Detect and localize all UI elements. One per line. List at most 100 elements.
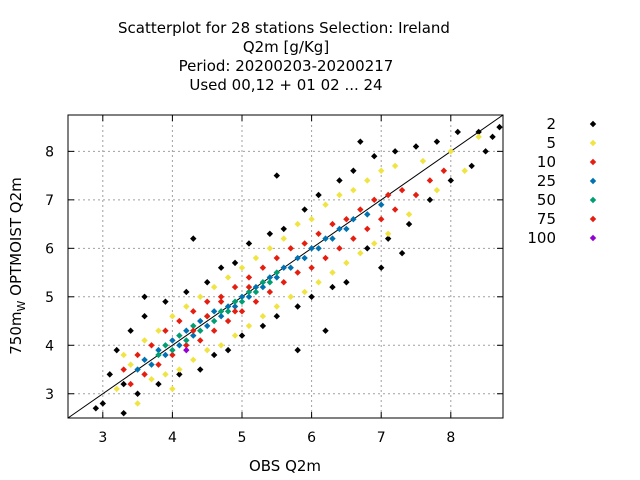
data-point <box>391 206 399 213</box>
data-point <box>371 153 378 160</box>
data-point <box>155 380 162 388</box>
legend-label: 2 <box>546 115 556 133</box>
data-point <box>224 346 232 354</box>
data-point <box>294 303 301 310</box>
data-point <box>183 346 190 354</box>
data-point <box>468 162 475 170</box>
data-point <box>419 157 427 165</box>
legend-label: 10 <box>537 153 556 171</box>
data-point <box>197 366 204 373</box>
data-point <box>259 322 267 330</box>
data-point <box>176 342 183 349</box>
y-tick-label: 7 <box>45 193 54 209</box>
data-point <box>259 264 267 271</box>
data-point <box>148 376 155 383</box>
series-100 <box>183 346 190 354</box>
data-point <box>155 327 162 334</box>
legend-marker <box>589 120 597 128</box>
data-point <box>245 240 253 247</box>
data-point <box>141 356 148 364</box>
x-axis-ticks: 3 4 5 6 7 8 <box>98 115 455 446</box>
data-point <box>190 322 197 330</box>
data-point <box>426 177 434 184</box>
y-axis-label-sub: W <box>15 301 28 312</box>
data-point <box>294 220 301 228</box>
data-point <box>315 230 322 237</box>
legend-marker <box>589 177 597 185</box>
data-point <box>322 235 329 242</box>
data-point <box>224 303 232 310</box>
data-point <box>231 283 239 291</box>
data-point <box>252 254 260 262</box>
data-point <box>141 312 148 320</box>
legend-label: 5 <box>546 134 556 152</box>
title-line-1: Scatterplot for 28 stations Selection: I… <box>118 19 450 37</box>
data-point <box>378 201 385 208</box>
data-point <box>155 346 162 354</box>
data-point <box>266 279 274 286</box>
data-point <box>134 390 141 397</box>
data-point <box>210 308 218 315</box>
data-point <box>210 351 218 359</box>
data-point <box>315 279 322 286</box>
data-point <box>343 225 350 233</box>
data-point <box>134 366 141 373</box>
data-point <box>231 308 239 315</box>
data-point <box>343 216 350 223</box>
data-point <box>273 274 280 281</box>
data-point <box>398 186 406 194</box>
data-point <box>336 191 343 199</box>
x-tick-label: 8 <box>446 430 455 446</box>
data-point <box>169 385 176 393</box>
data-point <box>120 366 127 373</box>
data-point <box>183 327 190 334</box>
data-point <box>252 298 260 305</box>
data-point <box>190 356 197 364</box>
data-point <box>475 133 482 141</box>
series-25 <box>134 201 385 373</box>
data-point <box>371 240 378 247</box>
data-point <box>259 312 267 320</box>
data-point <box>99 400 106 407</box>
data-point <box>280 279 287 286</box>
data-point <box>496 123 503 131</box>
data-point <box>183 288 190 296</box>
data-point <box>204 298 211 305</box>
data-point <box>447 177 454 184</box>
data-point <box>176 371 183 378</box>
data-point <box>350 216 357 223</box>
data-point <box>155 351 162 359</box>
data-point <box>197 327 204 334</box>
data-point <box>259 279 267 286</box>
data-point <box>322 254 329 262</box>
data-point <box>378 264 385 271</box>
data-point <box>280 225 287 233</box>
data-point <box>113 385 120 393</box>
data-point <box>217 264 225 271</box>
data-point <box>169 351 176 359</box>
data-point <box>489 133 496 141</box>
data-point <box>322 327 329 334</box>
data-point <box>364 177 371 184</box>
data-point <box>315 245 322 252</box>
x-tick-label: 6 <box>307 430 316 446</box>
data-point <box>197 293 204 300</box>
data-point <box>217 298 225 305</box>
data-point <box>357 138 364 145</box>
data-point <box>259 283 267 291</box>
data-point <box>343 279 350 286</box>
data-point <box>475 128 482 136</box>
data-point <box>433 186 441 194</box>
title-line-4: Used 00,12 + 01 02 ... 24 <box>189 76 382 94</box>
data-point <box>204 322 211 330</box>
data-point <box>245 293 253 300</box>
scatter-points <box>92 123 503 417</box>
data-point <box>336 225 343 233</box>
data-point <box>190 327 197 334</box>
data-point <box>447 148 454 155</box>
data-point <box>357 249 364 257</box>
plot-frame <box>67 114 504 419</box>
data-point <box>162 327 169 334</box>
data-point <box>308 216 315 223</box>
legend-marker <box>589 234 597 242</box>
